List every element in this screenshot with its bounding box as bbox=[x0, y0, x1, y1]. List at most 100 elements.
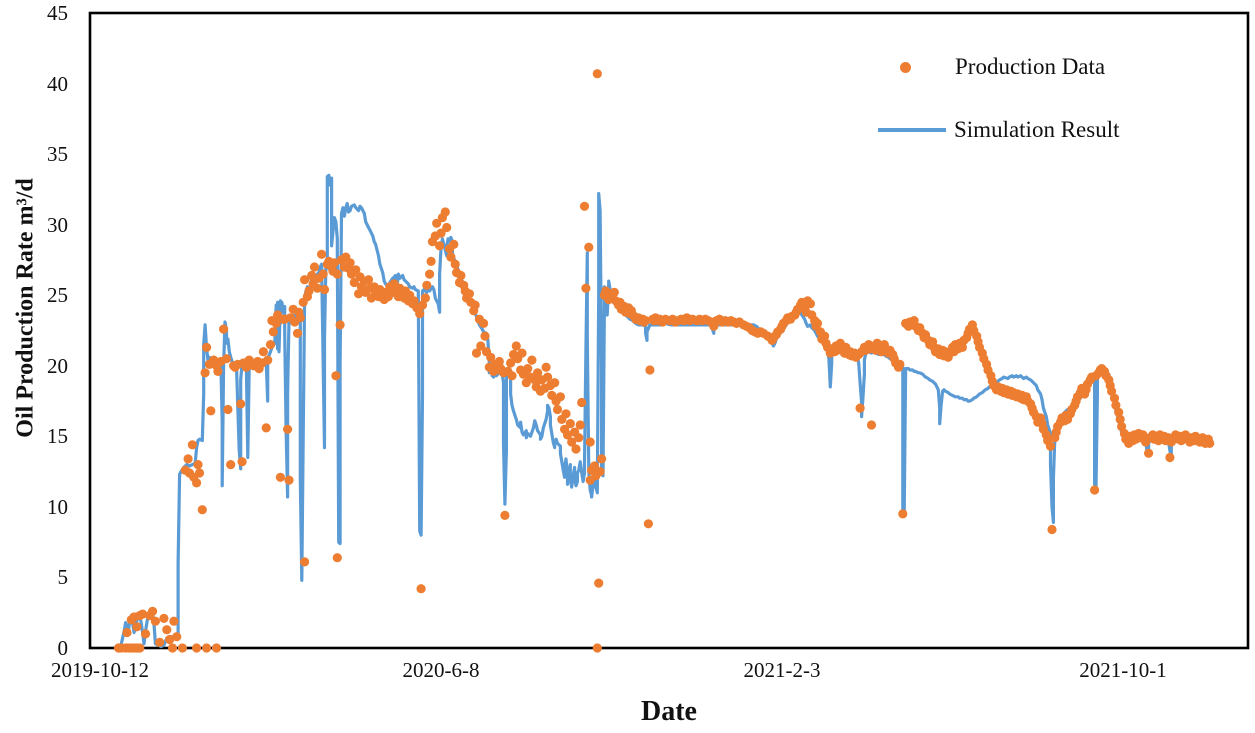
y-tick-label: 0 bbox=[57, 636, 69, 660]
data-point bbox=[417, 300, 428, 310]
data-point bbox=[1109, 393, 1120, 403]
data-point bbox=[581, 283, 591, 293]
data-point bbox=[332, 269, 342, 279]
data-point bbox=[533, 368, 543, 378]
data-point bbox=[309, 262, 320, 272]
data-point bbox=[480, 331, 490, 341]
data-point bbox=[349, 277, 359, 288]
data-point bbox=[530, 375, 540, 385]
data-point bbox=[148, 606, 158, 616]
data-point bbox=[432, 218, 442, 228]
data-point bbox=[523, 364, 533, 374]
data-point bbox=[1047, 524, 1057, 535]
data-point bbox=[422, 280, 432, 290]
data-point bbox=[470, 300, 480, 310]
legend-label: Simulation Result bbox=[954, 117, 1120, 142]
data-point bbox=[645, 365, 655, 375]
data-point bbox=[456, 270, 466, 281]
data-point bbox=[506, 358, 516, 368]
data-point bbox=[162, 625, 172, 635]
x-tick-label: 2019-10-12 bbox=[51, 658, 149, 682]
data-point bbox=[577, 397, 587, 408]
data-point bbox=[345, 258, 355, 268]
data-point bbox=[351, 265, 361, 275]
data-point bbox=[555, 392, 566, 402]
data-point bbox=[584, 242, 594, 252]
y-tick-label: 35 bbox=[47, 142, 68, 167]
data-point bbox=[500, 510, 510, 520]
data-point bbox=[562, 430, 573, 440]
data-point bbox=[486, 352, 496, 362]
data-point bbox=[150, 616, 160, 626]
data-point bbox=[1117, 421, 1127, 432]
data-point bbox=[292, 328, 303, 338]
data-point bbox=[527, 355, 537, 365]
data-point bbox=[895, 359, 905, 369]
data-point bbox=[318, 269, 328, 279]
data-point bbox=[543, 372, 553, 382]
data-point bbox=[561, 409, 571, 419]
data-point bbox=[265, 340, 276, 350]
data-point bbox=[307, 270, 317, 281]
data-point bbox=[213, 366, 223, 376]
data-point bbox=[1045, 441, 1056, 451]
data-point bbox=[585, 437, 595, 447]
y-tick-label: 30 bbox=[47, 212, 68, 237]
data-point bbox=[197, 505, 207, 515]
data-point bbox=[541, 362, 551, 372]
data-point bbox=[898, 509, 908, 519]
data-point bbox=[155, 637, 165, 648]
data-point bbox=[494, 356, 504, 367]
legend-item-simulation-result: Simulation Result bbox=[878, 115, 1119, 145]
data-point bbox=[312, 283, 322, 293]
plot-border bbox=[88, 11, 1250, 650]
data-point bbox=[221, 354, 232, 364]
data-point bbox=[592, 69, 602, 79]
data-point bbox=[641, 316, 651, 326]
data-point bbox=[442, 222, 452, 233]
data-point bbox=[331, 371, 341, 381]
data-point bbox=[550, 378, 560, 388]
data-point bbox=[329, 258, 339, 268]
y-tick-label: 15 bbox=[47, 424, 68, 449]
y-tick-label: 10 bbox=[47, 494, 68, 519]
data-point bbox=[1090, 485, 1100, 495]
data-point bbox=[275, 472, 285, 482]
data-point bbox=[187, 440, 197, 450]
data-point bbox=[416, 584, 426, 594]
data-point bbox=[159, 613, 169, 624]
scatter-marker-icon bbox=[900, 61, 911, 73]
data-point bbox=[219, 324, 229, 334]
legend-label: Production Data bbox=[955, 54, 1106, 79]
data-point bbox=[223, 404, 233, 415]
x-tick-label: 2021-2-3 bbox=[743, 658, 821, 682]
data-point bbox=[425, 269, 435, 279]
data-point bbox=[192, 643, 202, 653]
y-tick-label: 25 bbox=[47, 283, 68, 308]
data-point bbox=[300, 275, 310, 285]
data-point bbox=[579, 201, 590, 211]
data-point bbox=[594, 578, 604, 588]
data-point bbox=[409, 296, 419, 306]
data-point bbox=[300, 557, 310, 567]
data-point bbox=[167, 643, 178, 653]
data-point bbox=[517, 348, 527, 358]
data-point bbox=[258, 347, 268, 357]
data-point bbox=[354, 289, 364, 299]
data-point bbox=[261, 423, 271, 433]
data-point bbox=[165, 634, 175, 645]
data-point bbox=[507, 371, 517, 381]
data-point bbox=[589, 461, 600, 471]
data-point bbox=[855, 403, 865, 413]
data-point bbox=[295, 313, 305, 323]
data-point bbox=[132, 622, 142, 632]
data-point bbox=[435, 241, 445, 251]
data-point bbox=[805, 299, 816, 309]
data-point bbox=[283, 424, 293, 434]
data-point bbox=[1165, 452, 1175, 463]
data-point bbox=[471, 348, 482, 358]
data-point bbox=[172, 632, 182, 642]
data-point bbox=[464, 289, 474, 299]
